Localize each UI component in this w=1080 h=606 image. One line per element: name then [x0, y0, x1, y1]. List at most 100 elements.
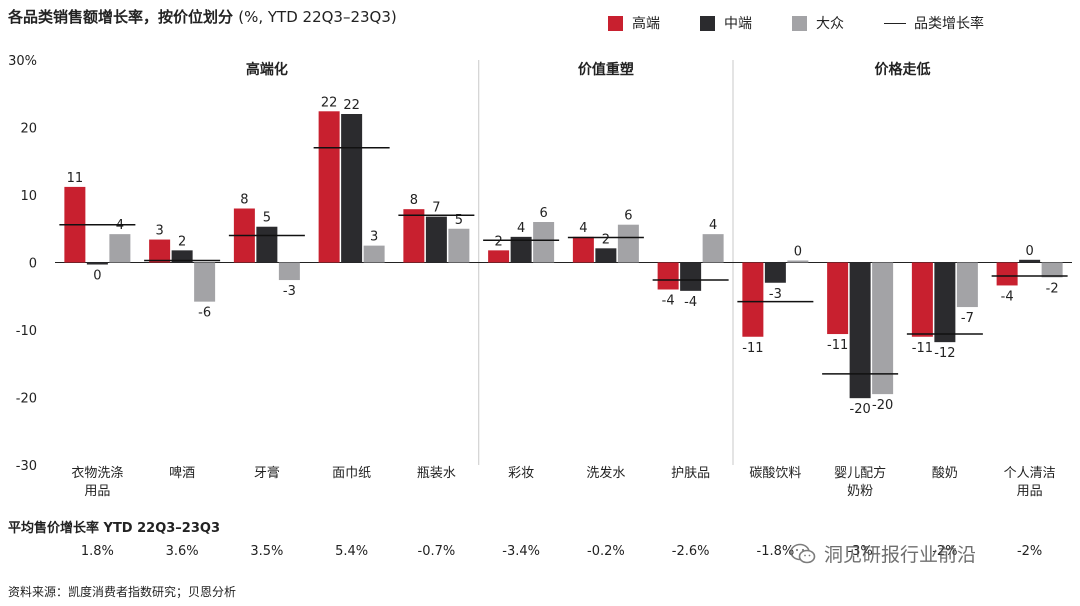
- x-category-label: 碳酸饮料: [749, 466, 801, 481]
- bar-mass: [956, 262, 978, 308]
- chart-title: 各品类销售额增长率，按价位划分 (%, YTD 22Q3–23Q3): [8, 6, 397, 27]
- x-category-label: 奶粉: [847, 484, 873, 499]
- bar-high: [742, 262, 764, 337]
- x-category-label: 瓶装水: [417, 466, 456, 481]
- legend-line-growth: [884, 22, 906, 24]
- bar-value-label: 22: [343, 98, 360, 113]
- bar-value-label: -7: [961, 311, 974, 326]
- y-tick-label: -20: [16, 392, 37, 407]
- bar-mass: [194, 262, 216, 302]
- x-category-label: 用品: [1017, 484, 1043, 499]
- wechat-icon: [790, 543, 816, 563]
- x-category-label: 衣物洗涤: [71, 465, 123, 481]
- x-category-label: 用品: [84, 484, 110, 499]
- bar-high: [827, 262, 849, 335]
- bar-value-label: 4: [517, 221, 525, 236]
- bar-high: [318, 111, 340, 263]
- bar-mass: [872, 262, 894, 395]
- bar-value-label: -3: [283, 284, 296, 299]
- bar-mid: [341, 114, 363, 263]
- bar-high: [488, 250, 510, 263]
- x-category-label: 面巾纸: [332, 466, 371, 481]
- bar-mid: [680, 262, 702, 291]
- avg-price-value: -0.7%: [417, 544, 456, 559]
- bar-value-label: 4: [579, 221, 587, 236]
- bar-value-label: -20: [872, 398, 893, 413]
- legend-label-high: 高端: [632, 16, 660, 32]
- bar-high: [911, 262, 933, 337]
- bar-high: [657, 262, 679, 290]
- bar-value-label: 0: [1025, 244, 1033, 259]
- group-label: 高端化: [246, 61, 288, 78]
- y-tick-label: 30%: [8, 54, 37, 69]
- bar-value-label: 3: [155, 224, 163, 239]
- x-category-label: 彩妆: [508, 466, 534, 481]
- avg-price-value: -2%: [932, 544, 958, 559]
- legend-swatch-mass: [792, 15, 807, 31]
- bar-mass: [109, 234, 131, 263]
- bar-value-label: 3: [370, 230, 378, 245]
- bar-value-label: 8: [410, 193, 418, 208]
- avg-price-value: -2%: [1016, 544, 1043, 559]
- chart-subtitle: (%, YTD 22Q3–23Q3): [238, 8, 397, 26]
- x-category-label: 啤酒: [169, 466, 195, 481]
- x-category-label: 个人清洁: [1004, 466, 1056, 481]
- bar-mid: [934, 262, 956, 343]
- bar-value-label: -11: [742, 341, 763, 356]
- bar-mid: [1019, 259, 1041, 263]
- bar-mass: [1041, 262, 1063, 278]
- legend-item-mid: 中端: [700, 13, 752, 33]
- bar-high: [996, 262, 1018, 286]
- y-tick-label: -10: [16, 324, 37, 339]
- bar-mass: [617, 224, 639, 263]
- avg-price-title: 平均售价增长率 YTD 22Q3–23Q3: [8, 521, 220, 536]
- legend-label-growth: 品类增长率: [914, 16, 984, 32]
- avg-price-value: -0.2%: [587, 544, 625, 559]
- bar-value-label: 2: [602, 232, 610, 247]
- x-category-label: 洗发水: [586, 465, 625, 481]
- avg-price-value: 3.6%: [165, 544, 199, 559]
- bar-mid: [425, 216, 447, 263]
- bar-mass: [448, 228, 470, 263]
- bar-mid: [510, 236, 532, 263]
- bar-mass: [533, 222, 555, 263]
- bar-value-label: 22: [321, 95, 338, 110]
- bar-value-label: 2: [494, 234, 502, 249]
- x-category-label: 酸奶: [932, 466, 958, 481]
- bar-value-label: 6: [624, 209, 632, 224]
- bar-value-label: -2: [1046, 281, 1059, 296]
- bar-value-label: 6: [539, 206, 547, 221]
- bar-mass: [363, 245, 385, 263]
- bar-value-label: 4: [116, 218, 124, 233]
- avg-price-value: -3%: [847, 544, 873, 559]
- bar-mass: [787, 260, 809, 263]
- bar-value-label: 0: [794, 244, 802, 259]
- group-label: 价值重塑: [578, 61, 634, 78]
- legend-swatch-high: [608, 15, 623, 31]
- bar-value-label: 2: [178, 234, 186, 249]
- bar-value-label: -6: [198, 306, 211, 321]
- y-tick-label: 10: [20, 189, 37, 204]
- legend-label-mass: 大众: [816, 16, 844, 32]
- bar-value-label: 5: [263, 211, 271, 226]
- legend-swatch-mid: [700, 15, 715, 31]
- group-label: 价格走低: [875, 61, 931, 78]
- avg-price-value: 5.4%: [335, 544, 369, 559]
- bar-value-label: -4: [662, 294, 675, 309]
- bar-mid: [86, 262, 108, 265]
- y-tick-label: 20: [20, 122, 37, 137]
- bar-value-label: -11: [912, 341, 933, 356]
- legend: 高端 中端 大众 品类增长率: [608, 13, 984, 33]
- avg-price-value: -3.4%: [502, 544, 540, 559]
- bar-value-label: 7: [432, 201, 440, 216]
- bar-value-label: -4: [684, 295, 697, 310]
- chart-title-text: 各品类销售额增长率，按价位划分: [8, 8, 234, 26]
- x-category-label: 婴儿配方: [834, 465, 886, 481]
- x-category-label: 牙膏: [254, 465, 280, 481]
- bar-high: [572, 236, 594, 263]
- bar-value-label: -11: [827, 338, 848, 353]
- legend-item-high: 高端: [608, 13, 660, 33]
- avg-price-value: 3.5%: [250, 544, 284, 559]
- bar-mid: [849, 262, 871, 399]
